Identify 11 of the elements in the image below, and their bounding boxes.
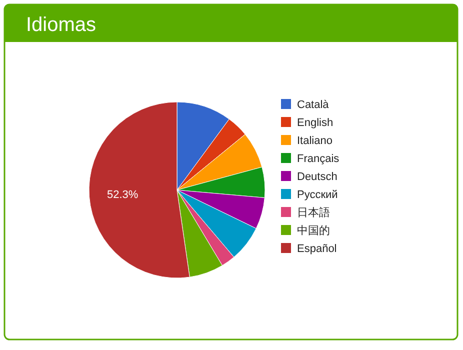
legend-label: Français: [297, 153, 340, 165]
legend-label: Italiano: [297, 135, 332, 147]
legend-label: Català: [297, 99, 330, 111]
legend-label: 日本語: [297, 206, 330, 219]
legend-label: Deutsch: [297, 171, 338, 183]
chart-title: Idiomas: [26, 14, 96, 36]
data-label: 52.3%: [106, 188, 138, 201]
legend-label: 中国的: [297, 224, 330, 237]
legend-label: Español: [297, 243, 337, 255]
legend-label: English: [297, 117, 334, 129]
legend-label: Русский: [297, 189, 338, 201]
